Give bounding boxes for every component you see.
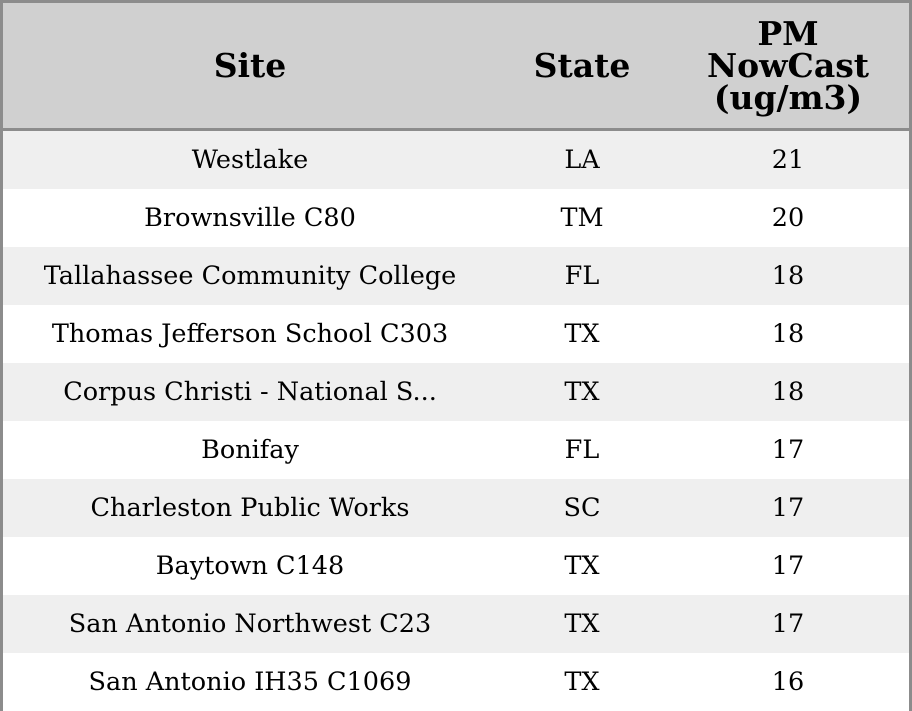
table-row: Tallahassee Community College FL 18	[3, 247, 909, 305]
cell-pm-nowcast: 16	[771, 667, 805, 697]
cell-site: Tallahassee Community College	[43, 261, 457, 291]
table-body: Westlake LA 21 Brownsville C80 TM 20 Tallahass…	[3, 131, 909, 711]
cell-site: San Antonio IH35 C1069	[88, 667, 412, 697]
cell-site: Brownsville C80	[144, 203, 356, 233]
column-header-site: Site	[213, 45, 287, 85]
cell-site: Bonifay	[201, 435, 299, 465]
table-row: Thomas Jefferson School C303 TX 18	[3, 305, 909, 363]
cell-state: FL	[564, 261, 600, 291]
cell-site: San Antonio Northwest C23	[68, 609, 432, 639]
cell-state: TX	[564, 319, 600, 349]
cell-pm-nowcast: 18	[771, 377, 805, 407]
cell-site: Charleston Public Works	[90, 493, 410, 523]
table-row: San Antonio IH35 C1069 TX 16	[3, 653, 909, 711]
cell-pm-nowcast: 17	[771, 493, 805, 523]
cell-state: SC	[563, 493, 601, 523]
table-row: Charleston Public Works SC 17	[3, 479, 909, 537]
cell-pm-nowcast: 17	[771, 551, 805, 581]
table-row: San Antonio Northwest C23 TX 17	[3, 595, 909, 653]
cell-pm-nowcast: 18	[771, 261, 805, 291]
cell-pm-nowcast: 17	[771, 435, 805, 465]
cell-site: Baytown C148	[155, 551, 345, 581]
cell-state: TM	[560, 203, 604, 233]
cell-site: Westlake	[191, 145, 309, 175]
table-row: Bonifay FL 17	[3, 421, 909, 479]
table-row: Brownsville C80 TM 20	[3, 189, 909, 247]
cell-state: LA	[564, 145, 600, 175]
table-header: Site State PM NowCast (ug/m3)	[3, 3, 909, 131]
cell-site: Thomas Jefferson School C303	[51, 319, 449, 349]
table-row: Westlake LA 21	[3, 131, 909, 189]
cell-state: TX	[564, 667, 600, 697]
cell-state: TX	[564, 377, 600, 407]
column-header-state: State	[533, 45, 631, 85]
cell-state: TX	[564, 551, 600, 581]
column-header-pm-nowcast: PM NowCast (ug/m3)	[706, 13, 870, 117]
cell-pm-nowcast: 17	[771, 609, 805, 639]
cell-site: Corpus Christi - National S...	[63, 377, 437, 407]
table-row: Corpus Christi - National S... TX 18	[3, 363, 909, 421]
cell-pm-nowcast: 21	[771, 145, 805, 175]
cell-state: FL	[564, 435, 600, 465]
cell-state: TX	[564, 609, 600, 639]
cell-pm-nowcast: 20	[771, 203, 805, 233]
cell-pm-nowcast: 18	[771, 319, 805, 349]
table-row: Baytown C148 TX 17	[3, 537, 909, 595]
